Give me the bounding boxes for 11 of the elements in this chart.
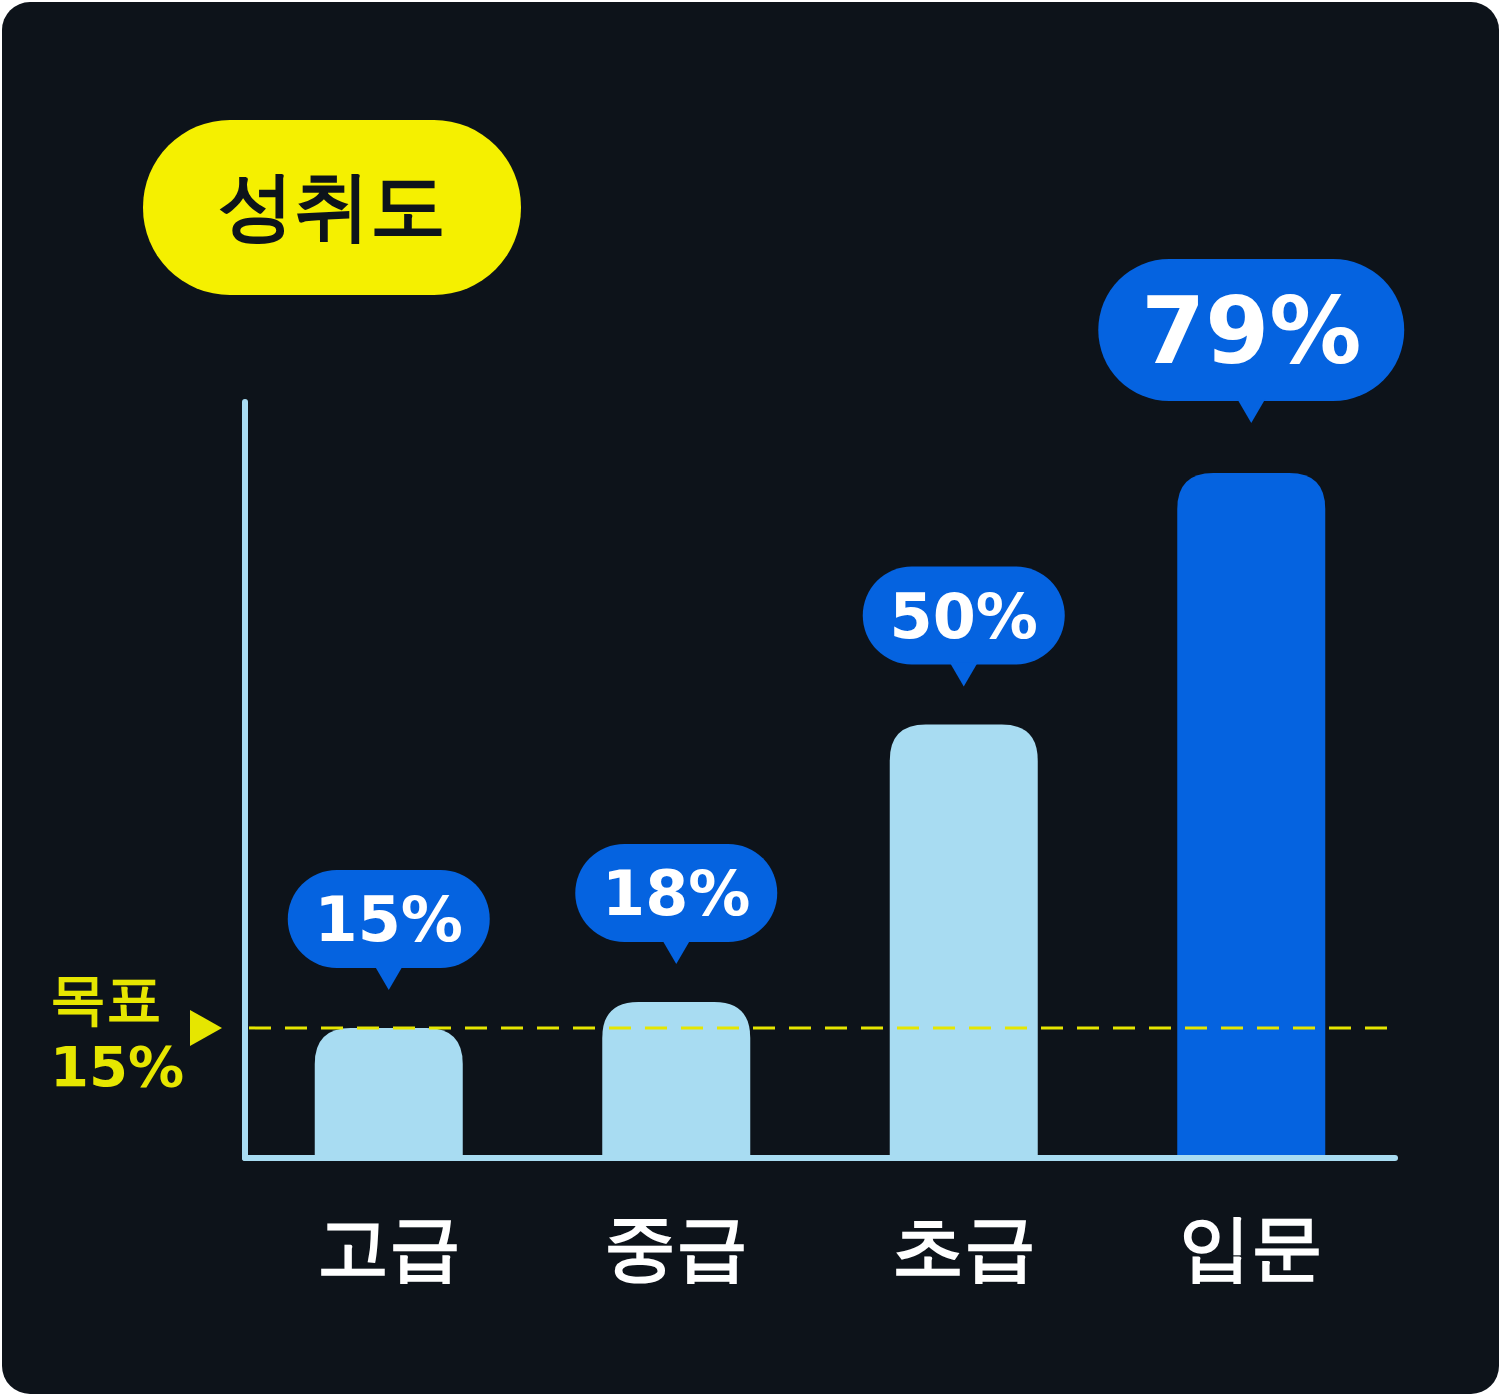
data-label: 79% [1141,278,1362,386]
data-label: 50% [889,579,1038,653]
x-tick-label: 고급 [316,1205,461,1289]
chart-title: 성취도 [218,161,446,250]
x-tick-label: 입문 [1179,1205,1324,1289]
data-label: 18% [602,857,751,931]
title: 성취도 [143,120,521,295]
data-label: 15% [314,883,463,957]
x-tick-label: 중급 [604,1205,749,1289]
ref-line-label: 목표 15% [50,965,185,1099]
x-tick-label: 초급 [891,1205,1036,1289]
